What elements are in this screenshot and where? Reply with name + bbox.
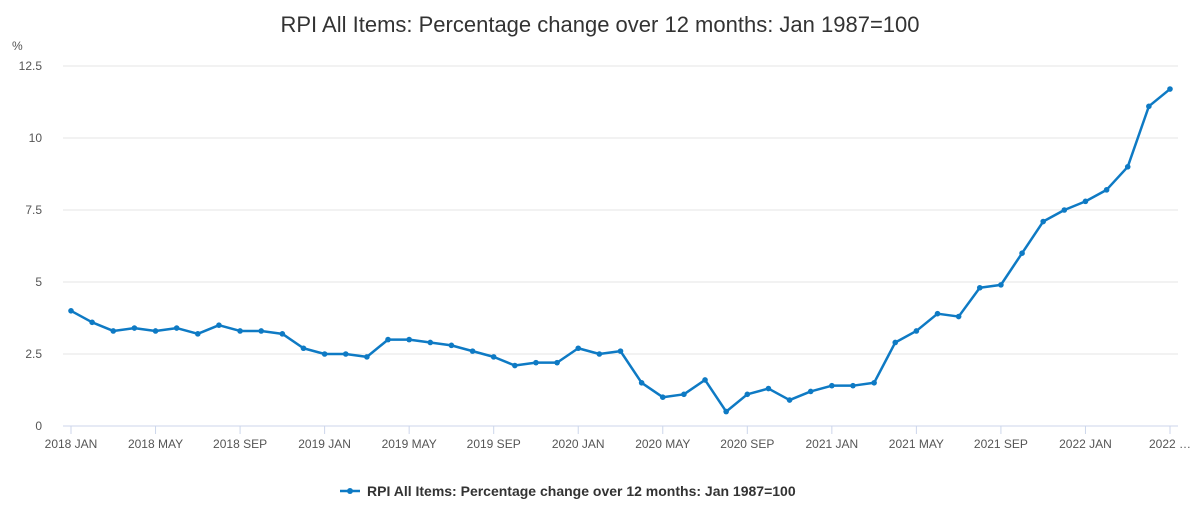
data-point[interactable] [744, 391, 751, 398]
data-point[interactable] [807, 388, 814, 395]
x-tick-label: 2021 MAY [889, 437, 944, 451]
legend-marker [347, 488, 353, 494]
data-point[interactable] [427, 339, 434, 346]
data-point[interactable] [279, 331, 286, 337]
y-tick-label: 2.5 [25, 347, 42, 361]
data-point[interactable] [385, 336, 391, 343]
legend-label: RPI All Items: Percentage change over 12… [367, 483, 796, 499]
series-line[interactable] [69, 87, 1172, 413]
data-point[interactable] [913, 328, 920, 334]
x-tick-label: 2020 SEP [720, 437, 774, 451]
x-tick-label: 2020 MAY [635, 437, 690, 451]
data-point[interactable] [617, 348, 624, 354]
x-tick-label: 2018 MAY [128, 437, 183, 451]
data-point[interactable] [406, 336, 412, 343]
data-point[interactable] [237, 328, 243, 334]
data-point[interactable] [533, 359, 539, 366]
x-axis: 2018 JAN 2018 MAY 2018 SEP 2019 JAN 2019 MAY… [45, 425, 1191, 451]
data-point[interactable] [681, 391, 687, 398]
data-point[interactable] [173, 325, 180, 331]
data-point[interactable] [955, 313, 962, 320]
data-point[interactable] [1146, 103, 1152, 110]
data-point[interactable] [195, 331, 201, 337]
data-point[interactable] [448, 342, 455, 349]
data-point[interactable] [258, 328, 265, 334]
y-tick-label: 12.5 [19, 59, 43, 73]
x-tick-label: 2019 JAN [298, 437, 351, 451]
y-tick-label: 0 [35, 419, 42, 433]
x-tick-label: 2018 SEP [213, 437, 267, 451]
data-point[interactable] [659, 394, 666, 401]
x-tick-label: 2020 JAN [552, 437, 605, 451]
data-point[interactable] [765, 385, 772, 392]
data-point[interactable] [1124, 164, 1131, 170]
data-point[interactable] [575, 345, 582, 352]
data-point[interactable] [68, 308, 74, 314]
data-point[interactable] [1103, 187, 1110, 193]
data-point[interactable] [638, 380, 645, 386]
data-point[interactable] [596, 351, 603, 357]
data-point[interactable] [1082, 198, 1089, 205]
data-point[interactable] [829, 382, 835, 389]
data-point[interactable] [110, 328, 117, 334]
legend[interactable]: RPI All Items: Percentage change over 12… [340, 483, 796, 499]
data-point[interactable] [321, 351, 328, 357]
data-point[interactable] [1061, 207, 1068, 213]
x-tick-label: 2022 … [1149, 437, 1191, 451]
y-tick-label: 7.5 [25, 203, 42, 217]
y-tick-label: 10 [29, 131, 43, 145]
series-layer [68, 86, 1173, 415]
x-tick-label: 2019 SEP [467, 437, 521, 451]
data-point[interactable] [469, 348, 476, 354]
y-axis-unit: % [12, 39, 23, 53]
data-point[interactable] [554, 359, 560, 366]
data-point[interactable] [152, 328, 159, 334]
data-point[interactable] [490, 354, 497, 360]
data-point[interactable] [723, 408, 729, 415]
data-point[interactable] [512, 362, 518, 369]
y-axis-ticks: 0 2.5 5 7.5 10 12.5 [19, 59, 43, 433]
data-point[interactable] [89, 319, 95, 326]
data-point[interactable] [342, 351, 349, 357]
data-point[interactable] [892, 339, 899, 346]
data-point[interactable] [786, 397, 793, 403]
data-point[interactable] [1019, 250, 1025, 256]
legend-item[interactable]: RPI All Items: Percentage change over 12… [340, 483, 796, 499]
data-point[interactable] [850, 382, 856, 389]
data-point[interactable] [702, 377, 708, 383]
data-point[interactable] [934, 310, 941, 317]
x-tick-label: 2021 JAN [805, 437, 858, 451]
data-point[interactable] [871, 380, 877, 386]
data-point[interactable] [976, 284, 983, 291]
data-point[interactable] [364, 354, 370, 360]
y-tick-label: 5 [35, 275, 42, 289]
data-point[interactable] [1167, 86, 1173, 92]
x-tick-label: 2018 JAN [45, 437, 98, 451]
data-point[interactable] [131, 325, 138, 331]
x-tick-label: 2022 JAN [1059, 437, 1112, 451]
x-tick-label: 2019 MAY [382, 437, 437, 451]
chart-title: RPI All Items: Percentage change over 12… [280, 12, 919, 37]
grid-lines [63, 65, 1178, 355]
data-point[interactable] [1040, 218, 1046, 225]
data-point[interactable] [998, 282, 1004, 288]
x-tick-label: 2021 SEP [974, 437, 1028, 451]
data-point[interactable] [216, 322, 222, 329]
series-rpi[interactable] [68, 86, 1173, 415]
data-point[interactable] [300, 345, 307, 352]
